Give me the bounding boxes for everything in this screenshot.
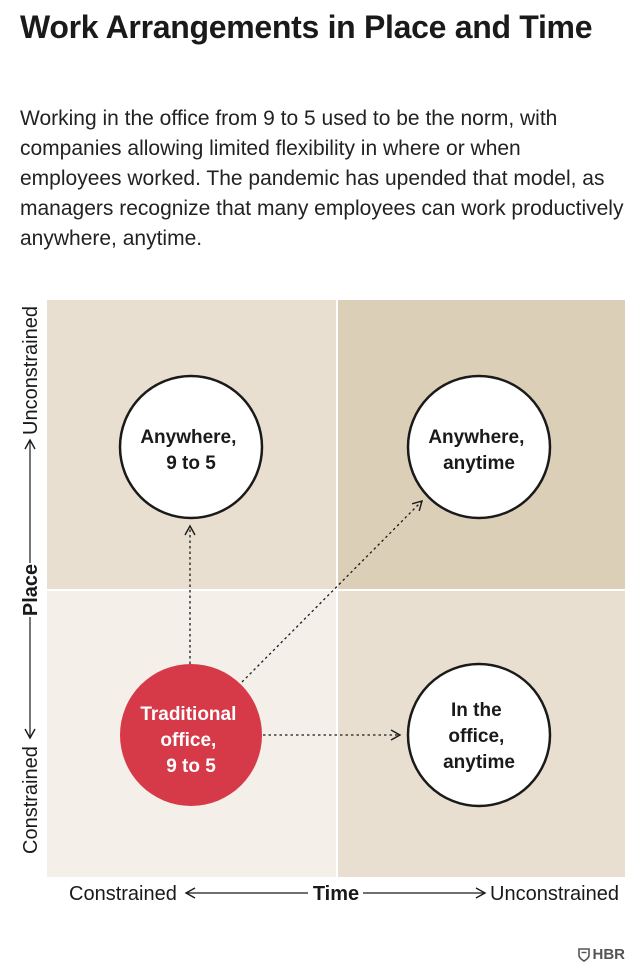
node-label-line: office, — [160, 730, 216, 751]
node-anywhere-9-to-5: Anywhere, 9 to 5 — [118, 374, 264, 520]
svg-text:Anywhere, anytime: Anywhere, anytime — [428, 427, 529, 474]
hbr-logo: HBR — [577, 946, 626, 963]
page-title: Work Arrangements in Place and Time — [20, 9, 593, 45]
node-label-line: Anywhere, — [140, 427, 236, 448]
x-axis-title: Time — [313, 883, 359, 905]
node-label-line: Traditional — [140, 704, 236, 725]
arrow-to-anywhere-anytime — [241, 499, 424, 683]
shield-icon — [577, 947, 590, 962]
node-office-anytime: In the office, anytime — [406, 662, 552, 808]
svg-text:In the office, any: In the office, anytime — [443, 700, 515, 773]
x-axis-low-label: Constrained — [69, 883, 177, 905]
y-axis: Constrained Place Unconstrained — [20, 306, 42, 854]
node-label-line: office, — [448, 726, 504, 747]
intro-paragraph: Working in the office from 9 to 5 used t… — [20, 107, 624, 250]
node-anywhere-anytime: Anywhere, anytime — [406, 374, 552, 520]
node-label-line: anytime — [443, 453, 515, 474]
logo-text: HBR — [592, 946, 626, 963]
y-axis-high-label: Unconstrained — [20, 306, 42, 435]
x-axis-high-label: Unconstrained — [490, 883, 619, 905]
y-axis-title: Place — [20, 564, 42, 616]
node-label-line: 9 to 5 — [166, 756, 216, 777]
node-label-line: In the — [451, 700, 502, 721]
node-label-line: anytime — [443, 752, 515, 773]
node-traditional-office: Traditional office, 9 to 5 — [120, 664, 262, 806]
y-axis-low-label: Constrained — [20, 746, 42, 854]
x-axis: Constrained Time Unconstrained — [69, 883, 619, 905]
svg-text:Anywhere, 9 to 5: Anywhere, 9 to 5 — [140, 427, 241, 474]
node-label-line: 9 to 5 — [166, 453, 216, 474]
svg-text:Traditional office,: Traditional office, 9 to 5 — [140, 704, 241, 777]
node-label-line: Anywhere, — [428, 427, 524, 448]
